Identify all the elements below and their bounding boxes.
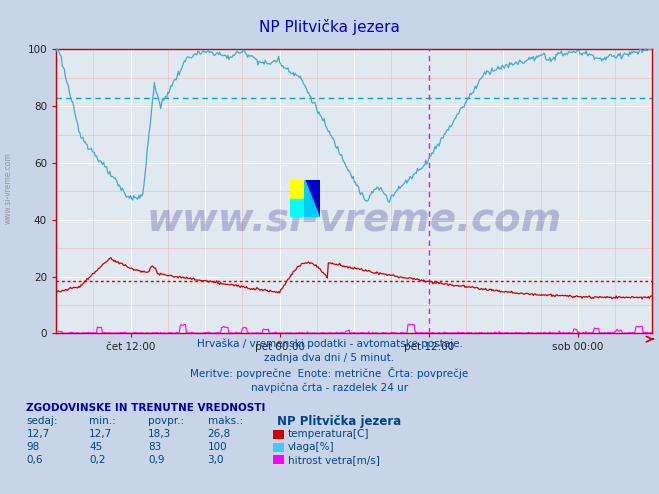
Text: temperatura[C]: temperatura[C] [288,429,370,439]
Text: maks.:: maks.: [208,416,243,426]
Text: NP Plitvička jezera: NP Plitvička jezera [277,415,401,428]
Text: 18,3: 18,3 [148,429,171,439]
Text: NP Plitvička jezera: NP Plitvička jezera [259,19,400,35]
Text: hitrost vetra[m/s]: hitrost vetra[m/s] [288,455,380,465]
Text: 0,6: 0,6 [26,455,43,465]
Bar [290,199,304,217]
Text: zadnja dva dni / 5 minut.: zadnja dva dni / 5 minut. [264,353,395,363]
Text: 0,2: 0,2 [89,455,105,465]
Text: 100: 100 [208,442,227,452]
Text: min.:: min.: [89,416,116,426]
Text: www.si-vreme.com: www.si-vreme.com [3,152,13,224]
Bar [304,180,320,217]
Text: www.si-vreme.com: www.si-vreme.com [146,201,562,239]
Text: 98: 98 [26,442,40,452]
Text: 12,7: 12,7 [26,429,49,439]
Text: 45: 45 [89,442,102,452]
Text: sedaj:: sedaj: [26,416,58,426]
Text: 12,7: 12,7 [89,429,112,439]
Text: Hrvaška / vremenski podatki - avtomatske postaje.: Hrvaška / vremenski podatki - avtomatske… [196,338,463,349]
Text: ZGODOVINSKE IN TRENUTNE VREDNOSTI: ZGODOVINSKE IN TRENUTNE VREDNOSTI [26,403,266,412]
Text: Meritve: povprečne  Enote: metrične  Črta: povprečje: Meritve: povprečne Enote: metrične Črta:… [190,367,469,379]
Text: povpr.:: povpr.: [148,416,185,426]
Text: navpična črta - razdelek 24 ur: navpična črta - razdelek 24 ur [251,382,408,393]
Polygon shape [304,180,320,217]
Text: 0,9: 0,9 [148,455,165,465]
Text: 26,8: 26,8 [208,429,231,439]
Text: 83: 83 [148,442,161,452]
Bar [290,180,304,199]
Text: vlaga[%]: vlaga[%] [288,442,335,452]
Text: 3,0: 3,0 [208,455,224,465]
